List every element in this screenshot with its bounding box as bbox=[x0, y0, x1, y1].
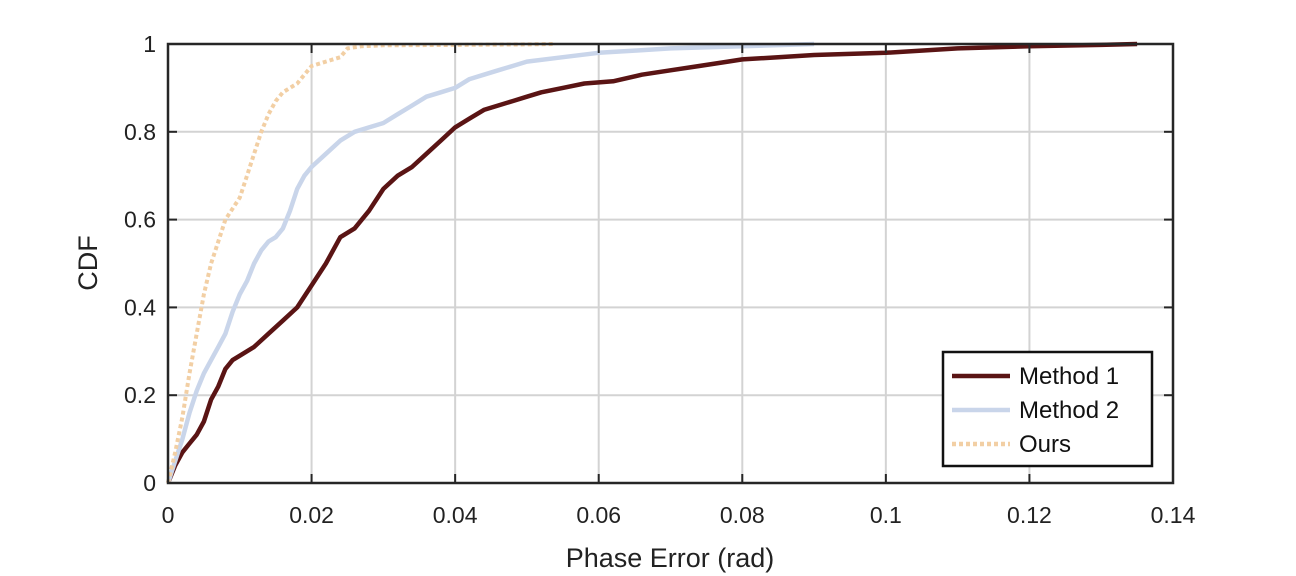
x-tick-label: 0 bbox=[162, 502, 175, 528]
series-line-method-1 bbox=[165, 41, 1138, 484]
legend-label: Method 1 bbox=[1019, 363, 1119, 390]
x-tick-label: 0.04 bbox=[433, 502, 478, 528]
x-tick-label: 0.06 bbox=[576, 502, 621, 528]
legend-label: Method 2 bbox=[1019, 397, 1119, 424]
x-tick-label: 0.14 bbox=[1151, 502, 1196, 528]
series-line-method-2 bbox=[165, 41, 815, 484]
legend-label: Ours bbox=[1019, 431, 1071, 458]
x-tick-label: 0.02 bbox=[289, 502, 334, 528]
x-axis-title: Phase Error (rad) bbox=[566, 543, 775, 573]
y-tick-label: 0.6 bbox=[124, 207, 156, 233]
x-tick-labels: 0 0.02 0.04 0.06 0.08 0.1 0.12 0.14 bbox=[162, 502, 1196, 528]
y-tick-label: 0.4 bbox=[124, 294, 156, 320]
y-axis-title: CDF bbox=[73, 235, 103, 291]
x-tick-label: 0.08 bbox=[720, 502, 765, 528]
y-tick-label: 1 bbox=[143, 31, 156, 57]
x-tick-label: 0.1 bbox=[870, 502, 902, 528]
y-tick-label: 0 bbox=[143, 470, 156, 496]
plot-frame bbox=[166, 42, 1175, 485]
series-layer bbox=[165, 41, 1138, 484]
y-tick-label: 0.8 bbox=[124, 119, 156, 145]
series-line-ours bbox=[166, 42, 556, 484]
y-tick-labels: 0 0.2 0.4 0.6 0.8 1 bbox=[124, 31, 156, 496]
x-tick-label: 0.12 bbox=[1007, 502, 1052, 528]
y-tick-label: 0.2 bbox=[124, 382, 156, 408]
legend: Method 1 Method 2 Ours bbox=[941, 350, 1154, 468]
